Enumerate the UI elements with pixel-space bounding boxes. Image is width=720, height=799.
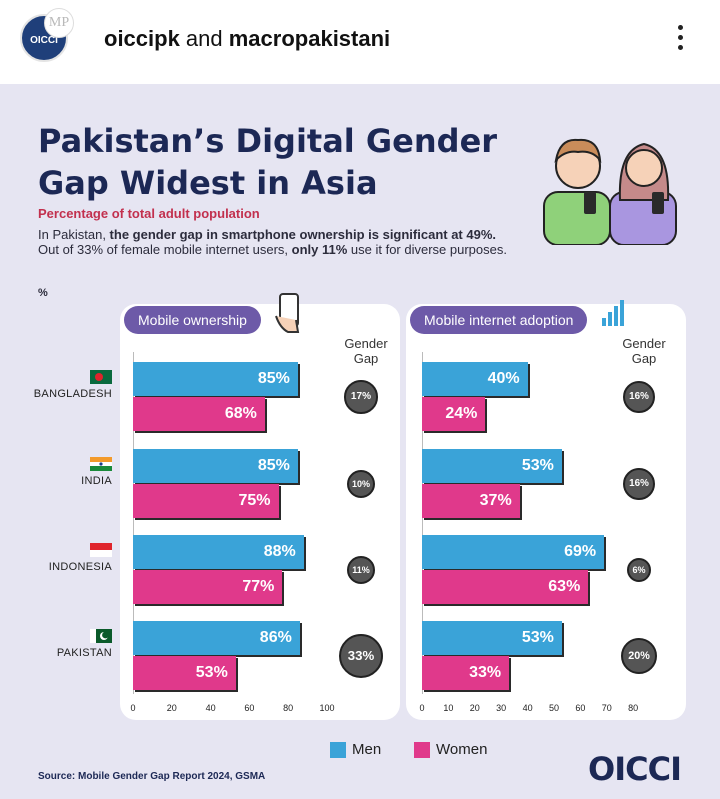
pakistan-flag-icon — [90, 629, 112, 643]
x-tick-label: 30 — [496, 703, 507, 713]
accounts-connector: and — [179, 26, 229, 51]
women-bar: 63% — [422, 570, 589, 604]
x-tick-label: 20 — [469, 703, 480, 713]
men-bar: 53% — [422, 449, 562, 483]
desc-text: use it for diverse purposes. — [347, 242, 507, 257]
source-note: Source: Mobile Gender Gap Report 2024, G… — [38, 771, 266, 782]
women-bar: 77% — [133, 570, 283, 604]
women-bar: 24% — [422, 397, 486, 431]
men-bar: 40% — [422, 362, 528, 396]
mobile-internet-adoption-tab: Mobile internet adoption — [410, 306, 588, 334]
women-bar: 75% — [133, 484, 279, 518]
infographic-title: Pakistan’s Digital Gender Gap Widest in … — [38, 122, 498, 202]
account-link-macropakistani[interactable]: macropakistani — [228, 26, 391, 51]
gap-header-line: Gender — [622, 336, 666, 351]
avatar-label: OICCI — [30, 35, 58, 46]
gender-gap-badge: 6% — [626, 557, 652, 583]
post-header: OICCI MP oiccipk and macropakistani — [0, 0, 720, 84]
desc-text: In Pakistan, — [38, 227, 110, 242]
x-tick-label: 10 — [443, 703, 454, 713]
country-label: PAKISTAN — [56, 647, 112, 659]
phone-hand-icon — [275, 293, 300, 333]
more-dot-icon — [677, 45, 683, 50]
gender-gap-badge: 10% — [347, 470, 375, 498]
gender-gap-badge: 16% — [622, 467, 656, 501]
men-bar: 69% — [422, 535, 605, 569]
x-axis-zero-line — [422, 352, 423, 694]
x-tick-label: 20 — [166, 703, 177, 713]
x-tick-label: 40 — [205, 703, 216, 713]
gap-header-line: Gender — [344, 336, 388, 351]
more-dot-icon — [677, 25, 683, 30]
country-label: INDONESIA — [48, 561, 112, 573]
more-options-button[interactable] — [668, 22, 692, 56]
x-tick-label: 80 — [283, 703, 294, 713]
gender-gap-badge: 17% — [344, 380, 378, 414]
men-bar: 85% — [133, 362, 298, 396]
gender-gap-badge: 16% — [622, 380, 656, 414]
country-label: BANGLADESH — [33, 388, 112, 400]
x-tick-label: 70 — [601, 703, 612, 713]
men-bar: 86% — [133, 621, 300, 655]
country-label: INDIA — [81, 475, 112, 487]
x-tick-label: 60 — [575, 703, 586, 713]
men-bar: 53% — [422, 621, 562, 655]
x-tick-label: 60 — [244, 703, 255, 713]
men-bar: 88% — [133, 535, 304, 569]
desc-text: Out of 33% of female mobile internet use… — [38, 242, 292, 257]
legend-women-label: Women — [436, 741, 488, 758]
women-bar: 33% — [422, 656, 510, 690]
people-with-phones-illustration — [543, 138, 677, 245]
legend: Men Women — [330, 740, 550, 760]
x-axis-zero-line — [133, 352, 134, 694]
men-bar: 85% — [133, 449, 298, 483]
more-dot-icon — [677, 35, 683, 40]
legend-men-label: Men — [352, 741, 382, 758]
gender-gap-header: Gender Gap — [336, 336, 396, 366]
legend-women-swatch — [414, 742, 430, 758]
women-bar: 68% — [133, 397, 265, 431]
gender-gap-header: Gender Gap — [614, 336, 674, 366]
macropakistani-avatar[interactable]: MP — [44, 8, 74, 38]
gender-gap-badge: 20% — [621, 638, 657, 674]
gap-header-line: Gap — [353, 351, 379, 366]
x-tick-label: 50 — [548, 703, 559, 713]
x-tick-label: 0 — [419, 703, 425, 713]
india-flag-icon — [90, 457, 112, 471]
infographic-description: In Pakistan, the gender gap in smartphon… — [38, 227, 518, 257]
unit-label: % — [38, 287, 48, 299]
gender-gap-badge: 33% — [339, 634, 383, 678]
x-tick-label: 80 — [628, 703, 639, 713]
x-tick-label: 0 — [130, 703, 136, 713]
gender-gap-badge: 11% — [346, 555, 376, 585]
x-tick-label: 40 — [522, 703, 533, 713]
women-bar: 53% — [133, 656, 236, 690]
desc-bold: the gender gap in smartphone ownership i… — [109, 227, 497, 242]
oicci-logo: OICCI — [588, 750, 682, 788]
signal-bars-icon — [602, 300, 624, 326]
account-link-oiccipk[interactable]: oiccipk — [104, 26, 180, 51]
mobile-ownership-tab: Mobile ownership — [124, 306, 261, 334]
post-accounts: oiccipk and macropakistani — [104, 26, 390, 52]
desc-bold: only 11% — [291, 242, 348, 257]
bangladesh-flag-icon — [90, 370, 112, 384]
legend-men-swatch — [330, 742, 346, 758]
indonesia-flag-icon — [90, 543, 112, 557]
women-bar: 37% — [422, 484, 520, 518]
gap-header-line: Gap — [631, 351, 657, 366]
x-tick-label: 100 — [319, 703, 335, 713]
infographic-subtitle: Percentage of total adult population — [38, 206, 260, 221]
